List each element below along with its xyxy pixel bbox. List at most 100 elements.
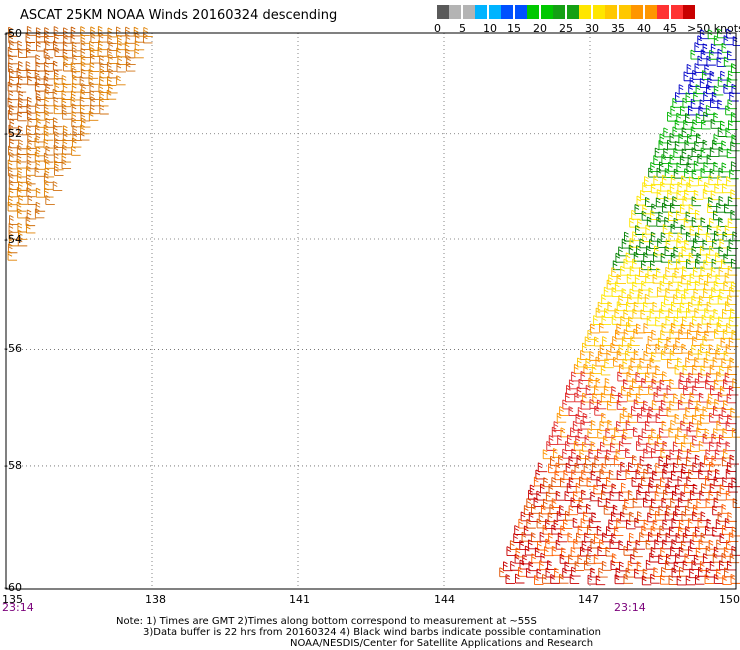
- wind-barb: [715, 519, 726, 529]
- wind-barb: [35, 187, 46, 198]
- wind-barb: [603, 435, 613, 446]
- wind-barb: [672, 441, 683, 452]
- wind-barb: [18, 90, 28, 101]
- wind-barb: [639, 455, 650, 466]
- wind-barb: [614, 308, 624, 319]
- wind-barb: [702, 239, 712, 250]
- wind-barb: [9, 118, 19, 129]
- wind-barb: [716, 441, 727, 452]
- wind-barb: [635, 393, 646, 403]
- wind-barb: [61, 159, 72, 170]
- wind-barb: [713, 133, 723, 144]
- wind-barb: [72, 47, 82, 58]
- wind-barb: [61, 152, 72, 163]
- wind-barb: [702, 43, 713, 54]
- wind-barb: [27, 75, 37, 86]
- wind-barb: [547, 560, 557, 571]
- wind-barb: [711, 91, 722, 102]
- wind-barb: [609, 538, 620, 549]
- wind-barb: [79, 76, 90, 86]
- wind-barb: [622, 428, 633, 439]
- wind-barb: [604, 377, 615, 388]
- wind-barb: [35, 54, 45, 65]
- wind-barb: [706, 55, 716, 66]
- wind-barb: [575, 435, 585, 446]
- wind-barb: [716, 57, 727, 67]
- wind-barb: [694, 63, 705, 73]
- wind-barb: [98, 83, 108, 94]
- wind-barb: [665, 483, 675, 494]
- wind-barb: [621, 385, 631, 396]
- wind-barb: [16, 152, 27, 163]
- wind-barb: [677, 307, 687, 318]
- wind-barb: [618, 440, 629, 451]
- wind-barb: [629, 288, 640, 299]
- map-title: ASCAT 25KM NOAA Winds 20160324 descendin…: [20, 8, 338, 23]
- wind-barb: [595, 307, 606, 318]
- wind-barb: [669, 449, 679, 460]
- wind-barb: [506, 546, 516, 557]
- wind-barb: [590, 323, 600, 334]
- wind-barb: [665, 287, 675, 298]
- wind-barb: [556, 510, 567, 521]
- wind-barb: [645, 539, 656, 550]
- wind-barb: [660, 574, 670, 585]
- wind-barb: [723, 35, 734, 46]
- wind-barb: [713, 405, 723, 416]
- wind-barb: [686, 476, 696, 486]
- wind-barb: [80, 33, 91, 44]
- wind-barb: [688, 545, 698, 556]
- wind-barb: [26, 152, 37, 163]
- wind-barb: [684, 482, 694, 493]
- pass-time: 23:14: [614, 601, 646, 614]
- wind-barb: [646, 343, 656, 354]
- wind-barb: [645, 196, 655, 207]
- wind-barb: [577, 525, 588, 536]
- wind-barb: [26, 41, 36, 51]
- wind-barb: [675, 337, 685, 348]
- wind-barb: [534, 547, 545, 558]
- wind-barb: [106, 89, 117, 100]
- wind-barb: [551, 498, 562, 508]
- wind-barb: [698, 372, 708, 383]
- wind-barb: [610, 442, 620, 453]
- wind-barb: [627, 342, 637, 353]
- wind-barb: [611, 314, 622, 325]
- wind-barb: [666, 454, 676, 465]
- wind-barb: [728, 316, 739, 327]
- wind-barb: [34, 81, 45, 92]
- wind-barb: [723, 379, 733, 389]
- wind-barb: [709, 385, 720, 395]
- wind-barb: [599, 322, 609, 333]
- wind-barb: [717, 99, 727, 110]
- wind-barb: [637, 218, 647, 229]
- wind-barb: [703, 91, 713, 102]
- wind-barb: [728, 239, 739, 249]
- wind-barb: [574, 392, 584, 403]
- wind-barb: [706, 322, 717, 333]
- wind-barb: [715, 468, 725, 479]
- wind-barb: [700, 147, 711, 158]
- wind-barb: [731, 545, 740, 556]
- wind-barb: [18, 139, 28, 150]
- wind-barb: [590, 470, 601, 481]
- wind-barb: [691, 216, 702, 227]
- wind-barb: [647, 412, 657, 423]
- wind-barb: [693, 554, 704, 565]
- wind-barb: [683, 433, 694, 444]
- wind-barb: [16, 201, 27, 212]
- wind-barb: [722, 328, 733, 339]
- wind-barb: [698, 295, 709, 306]
- wind-barb: [606, 400, 617, 411]
- wind-barb: [684, 239, 694, 250]
- wind-barb: [702, 406, 713, 417]
- wind-barb: [659, 280, 670, 291]
- wind-barb: [538, 512, 549, 522]
- wind-barb: [54, 82, 64, 93]
- wind-barb: [723, 253, 733, 264]
- wind-barb: [618, 491, 629, 501]
- wind-barb: [686, 377, 696, 388]
- wind-barb: [683, 217, 694, 228]
- wind-barb: [542, 573, 552, 584]
- wind-barb: [626, 371, 636, 382]
